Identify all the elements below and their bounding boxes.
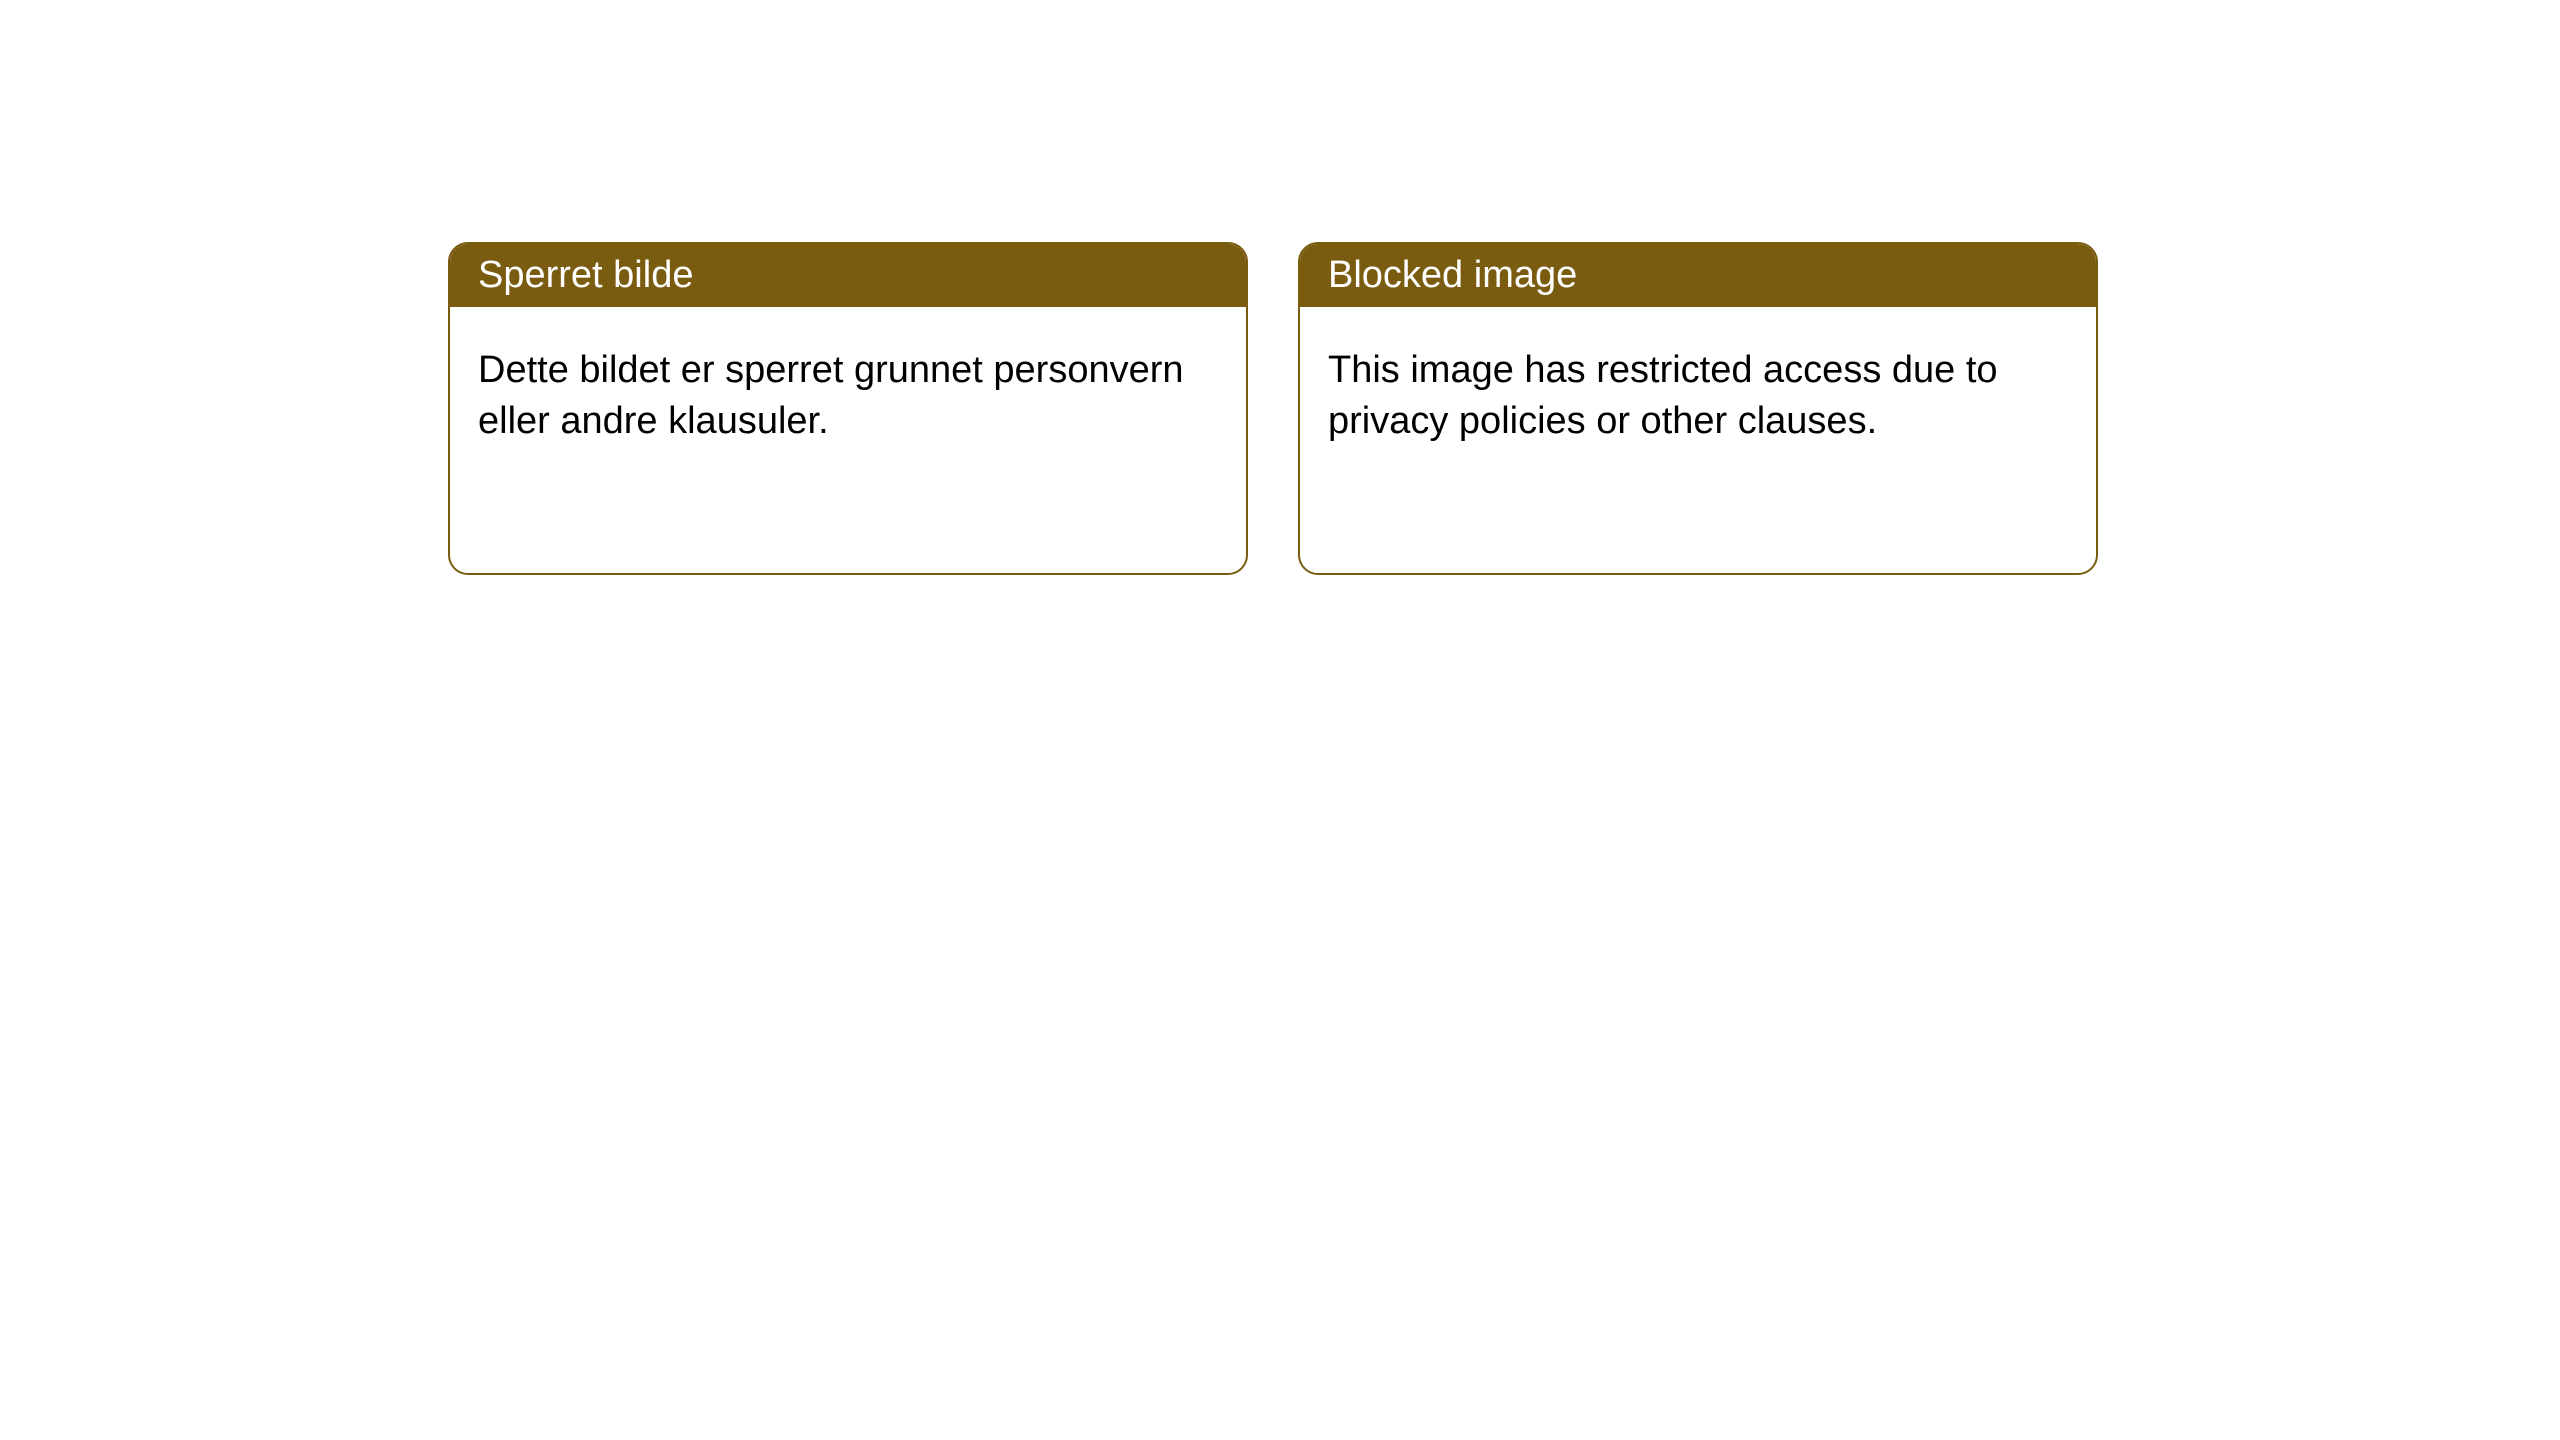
card-body: This image has restricted access due to … — [1300, 307, 2096, 486]
card-header: Blocked image — [1300, 244, 2096, 307]
card-body: Dette bildet er sperret grunnet personve… — [450, 307, 1246, 486]
notice-card-norwegian: Sperret bilde Dette bildet er sperret gr… — [448, 242, 1248, 575]
notice-card-english: Blocked image This image has restricted … — [1298, 242, 2098, 575]
notice-container: Sperret bilde Dette bildet er sperret gr… — [0, 0, 2560, 575]
card-header: Sperret bilde — [450, 244, 1246, 307]
